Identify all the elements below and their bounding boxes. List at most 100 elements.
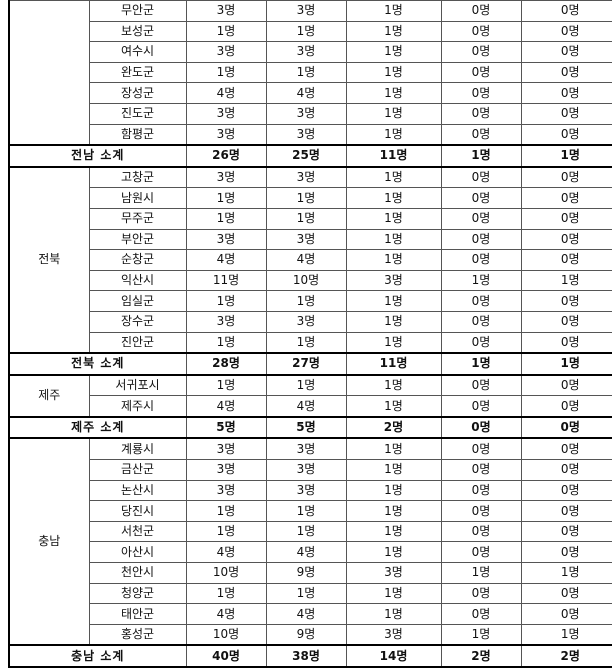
district-cell: 천안시 — [88, 562, 187, 584]
district-cell: 논산시 — [88, 479, 187, 502]
value-cell: 0명 — [520, 290, 612, 312]
value-cell: 4명 — [185, 395, 267, 418]
table-row: 무주군 1명 1명 1명 0명 0명 — [9, 207, 612, 230]
value-cell: 1명 — [345, 437, 442, 461]
table-row: 보성군 1명 1명 1명 0명 0명 — [9, 20, 612, 43]
table-row: 부안군 3명 3명 1명 0명 0명 — [9, 228, 612, 251]
value-cell: 1명 — [265, 187, 347, 209]
table-row: 천안시 10명 9명 3명 1명 1명 — [9, 562, 612, 584]
district-cell: 익산시 — [88, 269, 187, 292]
value-cell: 1명 — [345, 102, 442, 125]
subtotal-label: 전북 소계 — [8, 352, 187, 376]
value-cell: 3명 — [345, 269, 442, 292]
value-cell: 3명 — [265, 166, 347, 189]
value-cell: 1명 — [345, 331, 442, 354]
district-cell: 고창군 — [88, 166, 187, 189]
value-cell: 1명 — [440, 623, 522, 646]
value-cell: 1명 — [345, 249, 442, 271]
value-cell: 3명 — [265, 310, 347, 333]
subtotal-label: 전남 소계 — [8, 144, 187, 168]
subtotal-row: 전북 소계 28명 27명 11명 1명 1명 — [8, 352, 612, 376]
district-cell: 진안군 — [88, 331, 187, 354]
value-cell: 3명 — [265, 41, 347, 63]
value-cell: 1명 — [185, 331, 267, 354]
district-cell: 진도군 — [88, 102, 187, 125]
table-row: 완도군 1명 1명 1명 0명 0명 — [9, 61, 612, 84]
district-cell: 홍성군 — [88, 623, 187, 646]
value-cell: 0명 — [520, 102, 612, 125]
value-cell: 9명 — [265, 562, 347, 584]
value-cell: 10명 — [185, 623, 267, 646]
district-cell: 보성군 — [88, 20, 187, 43]
value-cell: 1명 — [265, 582, 347, 605]
value-cell: 1명 — [345, 207, 442, 230]
district-cell: 계룡시 — [88, 437, 187, 461]
table-row: 태안군 4명 4명 1명 0명 0명 — [9, 603, 612, 625]
value-cell: 1명 — [265, 500, 347, 522]
subtotal-row: 충남 소계 40명 38명 14명 2명 2명 — [8, 644, 612, 668]
table-row: 서천군 1명 1명 1명 0명 0명 — [9, 520, 612, 543]
value-cell: 0명 — [520, 479, 612, 502]
value-cell: 4명 — [265, 603, 347, 625]
district-cell: 당진시 — [88, 500, 187, 522]
district-cell: 순창군 — [88, 249, 187, 271]
value-cell: 1명 — [440, 269, 522, 292]
value-cell: 1명 — [345, 123, 442, 146]
table-row: 제주시 4명 4명 1명 0명 0명 — [9, 395, 612, 418]
value-cell: 1명 — [185, 20, 267, 43]
value-cell: 0명 — [520, 374, 612, 397]
subtotal-value: 0명 — [440, 415, 522, 440]
subtotal-value: 28명 — [185, 352, 267, 376]
value-cell: 4명 — [265, 249, 347, 271]
value-cell: 0명 — [520, 459, 612, 481]
district-cell: 남원시 — [88, 187, 187, 209]
value-cell: 3명 — [185, 479, 267, 502]
table-row: 임실군 1명 1명 1명 0명 0명 — [9, 290, 612, 312]
table-row: 무안군 3명 3명 1명 0명 0명 — [8, 0, 612, 146]
value-cell: 0명 — [440, 249, 522, 271]
value-cell: 0명 — [440, 541, 522, 564]
value-cell: 0명 — [440, 603, 522, 625]
region-stats-table: 무안군 3명 3명 1명 0명 0명 보성군 1명 1명 1명 0명 0명 여수시 3명 3명 1명 0명 0명 완… — [8, 0, 612, 668]
value-cell: 1명 — [345, 187, 442, 209]
table-row: 장수군 3명 3명 1명 0명 0명 — [9, 310, 612, 333]
value-cell: 0명 — [440, 0, 522, 22]
subtotal-value: 2명 — [440, 644, 522, 668]
value-cell: 1명 — [345, 374, 442, 397]
region-cell: 제주 — [8, 374, 90, 418]
value-cell: 1명 — [345, 166, 442, 189]
value-cell: 0명 — [440, 228, 522, 251]
value-cell: 3명 — [185, 41, 267, 63]
value-cell: 0명 — [440, 20, 522, 43]
value-cell: 0명 — [520, 249, 612, 271]
value-cell: 0명 — [520, 500, 612, 522]
subtotal-row: 전남 소계 26명 25명 11명 1명 1명 — [8, 144, 612, 168]
value-cell: 4명 — [185, 249, 267, 271]
district-cell: 장수군 — [88, 310, 187, 333]
value-cell: 1명 — [345, 61, 442, 84]
value-cell: 1명 — [345, 603, 442, 625]
value-cell: 1명 — [440, 562, 522, 584]
value-cell: 3명 — [265, 437, 347, 461]
district-cell: 금산군 — [88, 459, 187, 481]
value-cell: 0명 — [440, 520, 522, 543]
subtotal-value: 5명 — [185, 415, 267, 440]
district-cell: 서천군 — [88, 520, 187, 543]
subtotal-value: 26명 — [185, 144, 267, 168]
value-cell: 1명 — [185, 290, 267, 312]
value-cell: 1명 — [345, 520, 442, 543]
value-cell: 0명 — [520, 228, 612, 251]
value-cell: 1명 — [185, 582, 267, 605]
value-cell: 3명 — [185, 228, 267, 251]
value-cell: 0명 — [520, 437, 612, 461]
value-cell: 3명 — [265, 102, 347, 125]
value-cell: 1명 — [265, 61, 347, 84]
value-cell: 1명 — [265, 207, 347, 230]
subtotal-label: 충남 소계 — [8, 644, 187, 668]
subtotal-value: 2명 — [520, 644, 612, 668]
table-row: 전북 고창군 3명 3명 1명 0명 0명 — [8, 166, 612, 354]
value-cell: 1명 — [345, 82, 442, 104]
value-cell: 0명 — [440, 187, 522, 209]
district-cell: 부안군 — [88, 228, 187, 251]
value-cell: 1명 — [345, 20, 442, 43]
